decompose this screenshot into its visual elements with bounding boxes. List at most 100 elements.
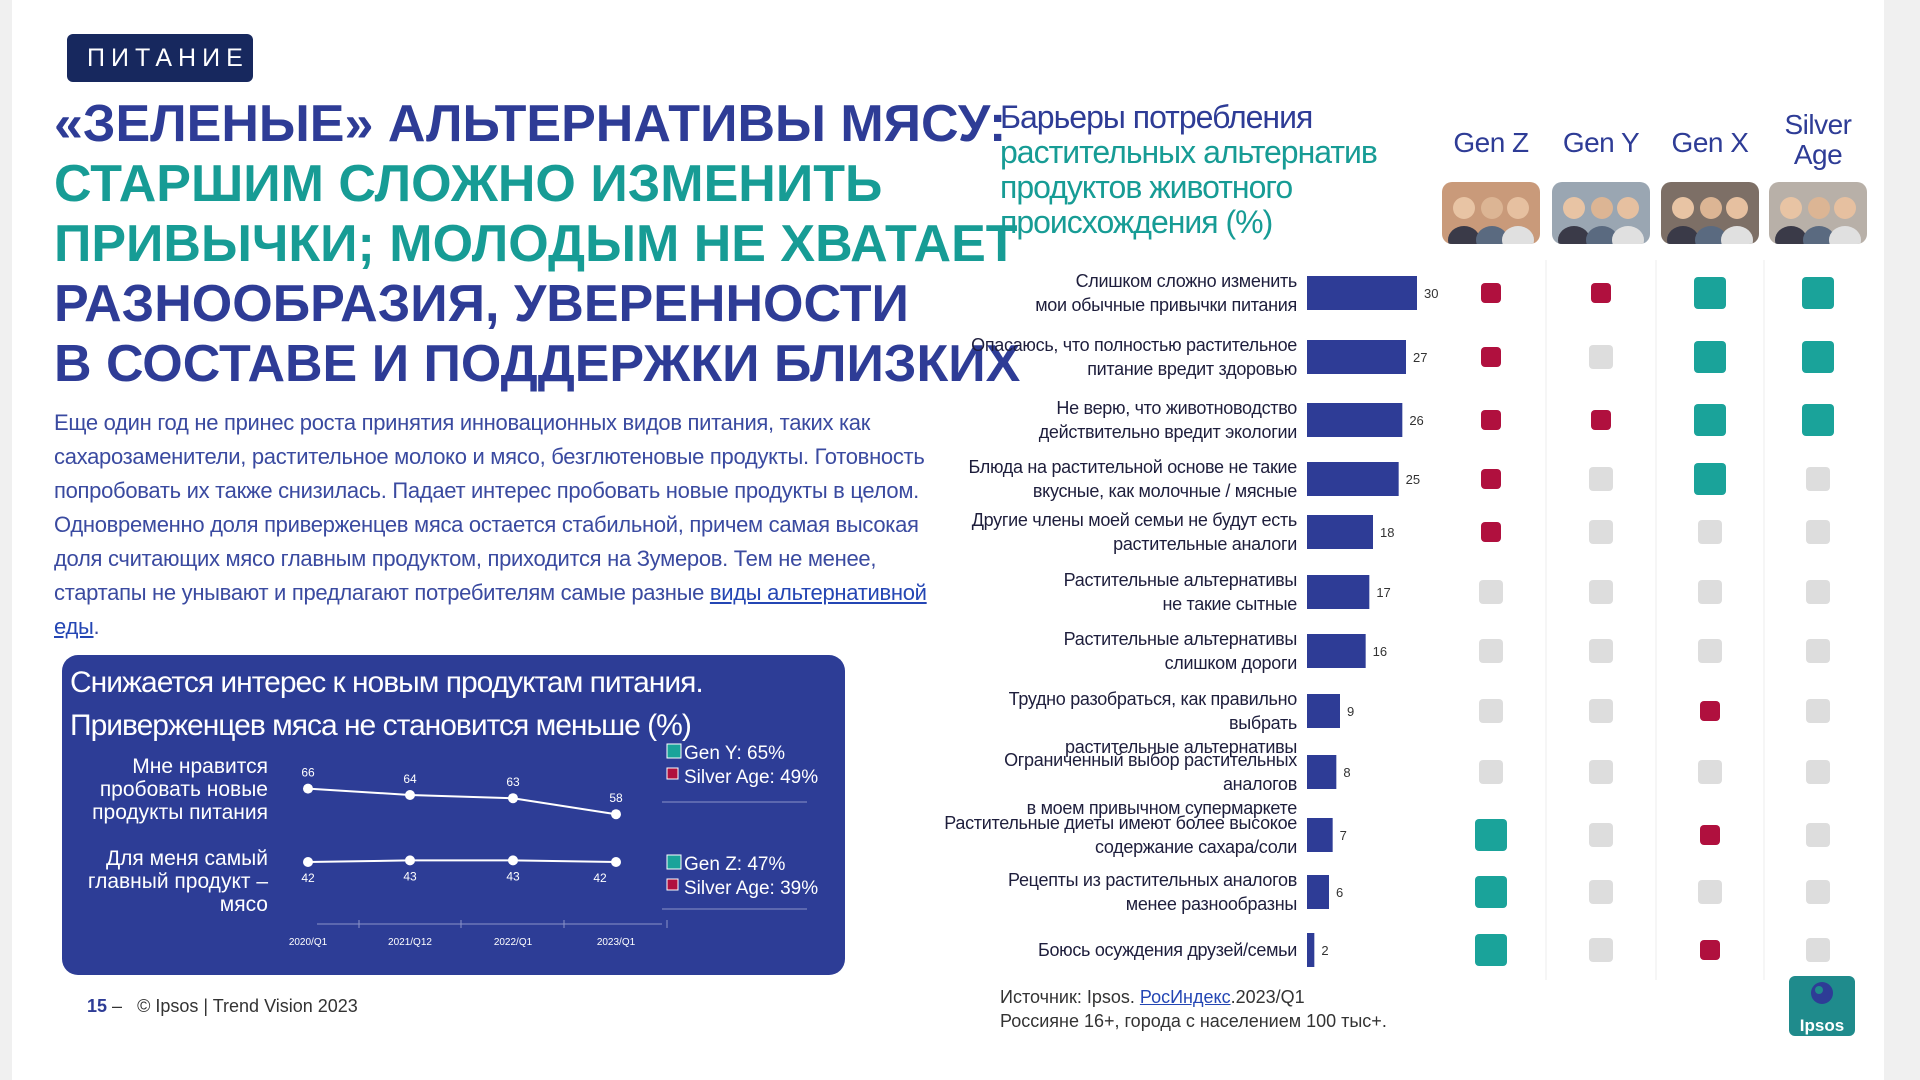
generation-header-3-line-0: Silver xyxy=(1784,109,1852,140)
headline-line-2: СТАРШИМ СЛОЖНО ИЗМЕНИТЬ xyxy=(54,155,883,213)
generation-marker-3-1 xyxy=(1589,467,1613,491)
barrier-label-8: Ограниченный выбор растительных аналогов… xyxy=(937,748,1297,820)
barrier-label-4-line-1: растительные аналоги xyxy=(1113,534,1297,554)
barrier-bar-4 xyxy=(1307,515,1373,549)
barrier-bar-8 xyxy=(1307,755,1337,789)
trend-title-line-2: Приверженцев мяса не становится меньше (… xyxy=(70,709,692,742)
trend-point-1-1 xyxy=(405,855,415,866)
trend-row2-legend-text-0: Gen Z: 47% xyxy=(684,854,785,875)
trend-row1-legend-marker-1 xyxy=(666,767,679,780)
generation-header-3: Silver Age xyxy=(1768,110,1868,170)
generation-marker-3-3 xyxy=(1806,467,1830,491)
generation-marker-5-3 xyxy=(1806,580,1830,604)
trend-value-0-3: 58 xyxy=(609,791,623,805)
generation-header-0-line-0: Gen Z xyxy=(1453,127,1529,158)
barrier-value-2: 26 xyxy=(1409,413,1423,428)
rosindex-link[interactable]: РосИндекс xyxy=(1139,987,1231,1007)
barrier-label-1-line-0: Опасаюсь, что полностью растительное xyxy=(971,335,1297,355)
trend-value-1-1: 43 xyxy=(403,869,417,883)
barrier-label-10-line-0: Рецепты из растительных аналогов xyxy=(1008,870,1297,890)
barrier-value-9: 7 xyxy=(1340,828,1347,843)
generation-marker-3-0 xyxy=(1481,469,1501,489)
barrier-value-3: 25 xyxy=(1406,472,1420,487)
people-illustration xyxy=(1448,197,1534,244)
barrier-label-4: Другие члены моей семьи не будут есть рас… xyxy=(937,508,1298,556)
barrier-label-2-line-1: действительно вредит экологии xyxy=(1038,422,1298,442)
trend-point-0-2 xyxy=(508,793,518,804)
barrier-label-2: Не верю, что животноводство действительно… xyxy=(937,396,1298,444)
barrier-bar-10 xyxy=(1307,875,1329,909)
generation-header-2-line-0: Gen X xyxy=(1671,127,1749,158)
barrier-label-0-line-0: Слишком сложно изменить xyxy=(1075,271,1298,291)
generation-marker-8-3 xyxy=(1806,760,1830,784)
barrier-value-5: 17 xyxy=(1376,585,1390,600)
trend-chart-title: Снижается интерес к новым продуктам пита… xyxy=(70,661,704,747)
trend-point-1-0 xyxy=(303,857,313,867)
trend-x-label-0: 2020/Q1 xyxy=(289,937,328,948)
barrier-label-3-line-1: вкусные, как молочные / мясные xyxy=(1032,481,1297,501)
copyright: © Ipsos | Trend Vision 2023 xyxy=(137,996,358,1016)
barrier-value-11: 2 xyxy=(1321,943,1328,958)
generation-photo-1 xyxy=(1552,182,1650,244)
trend-value-0-0: 66 xyxy=(301,766,315,780)
barrier-label-0-line-1: мои обычные привычки питания xyxy=(1035,295,1297,315)
barrier-label-8-line-1: в моем привычном супермаркете xyxy=(1026,798,1298,818)
barrier-value-4: 18 xyxy=(1380,525,1394,540)
barrier-bar-3 xyxy=(1307,462,1399,496)
barrier-label-5: Растительные альтернативы не такие сытные xyxy=(937,568,1298,616)
trend-series-line-1 xyxy=(307,859,617,863)
generation-photo-3 xyxy=(1769,182,1867,244)
barrier-label-9-line-1: содержание сахара/соли xyxy=(1094,837,1297,857)
barrier-bar-2 xyxy=(1307,403,1403,437)
trend-point-1-2 xyxy=(508,855,518,866)
trend-row1-label-0: Мне нравится xyxy=(132,755,268,778)
generation-marker-0-1 xyxy=(1591,283,1611,303)
trend-row2-label-2: мясо xyxy=(220,893,268,916)
generation-marker-0-3 xyxy=(1802,277,1834,309)
headline-line-4: РАЗНООБРАЗИЯ, УВЕРЕННОСТИ xyxy=(54,275,909,333)
person-body xyxy=(1502,226,1534,244)
generation-marker-1-0 xyxy=(1481,347,1501,367)
alternative-food-link[interactable]: виды альтернативной еды xyxy=(54,580,927,639)
generation-photo-0 xyxy=(1442,182,1540,244)
generation-marker-8-1 xyxy=(1589,760,1613,784)
barrier-bar-0 xyxy=(1307,276,1417,310)
generation-marker-7-2 xyxy=(1700,701,1720,721)
headline: «ЗЕЛЕНЫЕ» АЛЬТЕРНАТИВЫ МЯСУ: СТАРШИМ СЛО… xyxy=(54,94,1021,394)
barriers-chart-title: Барьеры потребления растительных альтерн… xyxy=(1000,100,1380,240)
barrier-value-0: 30 xyxy=(1424,286,1438,301)
person-body xyxy=(1721,226,1753,244)
barrier-label-8-line-0: Ограниченный выбор растительных аналогов xyxy=(1004,750,1297,794)
generation-header-1-line-0: Gen Y xyxy=(1562,127,1640,158)
trend-row1-label-2: продукты питания xyxy=(92,801,268,824)
generation-marker-7-3 xyxy=(1806,699,1830,723)
trend-point-0-1 xyxy=(405,790,415,800)
generation-marker-1-1 xyxy=(1589,345,1613,369)
trend-value-1-3: 42 xyxy=(593,871,607,885)
barriers-title-line-4: происхождения (%) xyxy=(1000,204,1273,240)
person-body xyxy=(1803,226,1835,244)
trend-x-label-2: 2022/Q1 xyxy=(494,937,533,948)
person-head xyxy=(1617,197,1639,219)
generation-marker-7-0 xyxy=(1479,699,1503,723)
trend-value-1-2: 43 xyxy=(506,869,520,883)
generation-marker-6-3 xyxy=(1806,639,1830,663)
trend-point-0-0 xyxy=(303,783,313,794)
barrier-label-9: Растительные диеты имеют более высокое со… xyxy=(937,811,1297,859)
generation-marker-5-0 xyxy=(1479,580,1503,604)
barrier-label-7-line-0: Трудно разобраться, как правильно выбрат… xyxy=(1008,689,1298,733)
person-head xyxy=(1700,197,1722,219)
headline-line-3-text: ПРИВЫЧКИ; МОЛОДЫМ НЕ ХВАТАЕТ xyxy=(54,215,1018,273)
headline-line-1: «ЗЕЛЕНЫЕ» АЛЬТЕРНАТИВЫ МЯСУ: xyxy=(54,95,1007,153)
headline-line-5: В СОСТАВЕ И ПОДДЕРЖКИ БЛИЗКИХ xyxy=(54,335,1021,393)
generation-header-3-line-1: Age xyxy=(1793,139,1843,170)
ipsos-logo: Ipsos xyxy=(1789,976,1855,1036)
trend-row1-legend-text-0: Gen Y: 65% xyxy=(684,743,785,764)
generation-marker-5-1 xyxy=(1589,580,1613,604)
intro-end: . xyxy=(93,614,100,639)
person-head xyxy=(1672,197,1694,219)
barrier-label-9-line-0: Растительные диеты имеют более высокое xyxy=(944,813,1297,833)
barrier-label-3-line-0: Блюда на растительной основе не такие xyxy=(968,457,1297,477)
barrier-bar-7 xyxy=(1307,694,1340,728)
